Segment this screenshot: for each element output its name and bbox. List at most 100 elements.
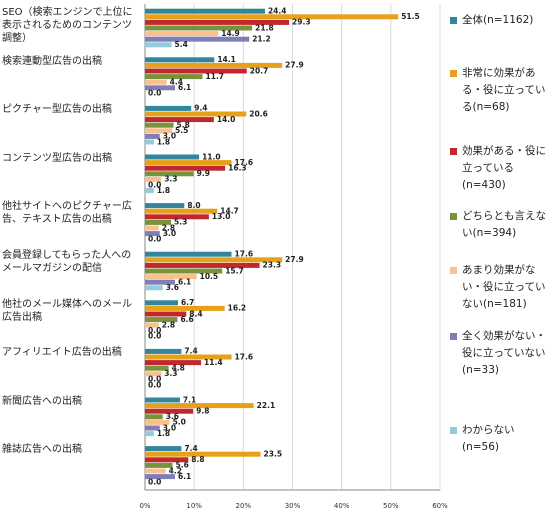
bar <box>145 419 170 425</box>
category-label: ピクチャー型広告の出稿 <box>2 104 112 116</box>
data-label: 7.1 <box>183 395 196 404</box>
bar <box>145 279 175 285</box>
bar <box>145 446 182 452</box>
bar <box>145 214 209 220</box>
x-tick-label: 50% <box>383 502 399 510</box>
data-label: 4.2 <box>169 466 182 475</box>
data-label: 2.8 <box>162 321 175 330</box>
bar <box>145 231 160 237</box>
legend-swatch <box>450 333 457 340</box>
data-label: 8.4 <box>189 309 202 318</box>
data-label: 23.5 <box>264 450 283 459</box>
data-label: 5.6 <box>176 461 189 470</box>
x-tick-label: 0% <box>139 502 150 510</box>
data-label: 20.7 <box>250 66 269 75</box>
data-label: 3.0 <box>163 132 176 141</box>
data-label: 17.6 <box>235 352 254 361</box>
data-label: 5.3 <box>174 218 187 227</box>
bar <box>145 397 180 403</box>
data-label: 1.8 <box>157 186 170 195</box>
data-label: 1.8 <box>157 137 170 146</box>
data-label: 29.3 <box>292 18 311 27</box>
bar <box>145 122 174 128</box>
data-label: 23.3 <box>263 261 282 270</box>
bar <box>145 68 247 74</box>
legend-label: 非常に効果がある・役に立っている(n=68) <box>462 67 546 113</box>
bar <box>145 188 154 194</box>
data-label: 2.8 <box>162 223 175 232</box>
data-label: 3.0 <box>163 229 176 238</box>
data-label: 6.1 <box>178 278 191 287</box>
data-label: 20.6 <box>249 109 268 118</box>
legend-swatch <box>450 267 457 274</box>
bar <box>145 171 194 177</box>
bar <box>145 451 261 457</box>
data-label: 24.4 <box>268 7 287 16</box>
data-label: 5.8 <box>177 121 190 130</box>
data-label: 4.8 <box>172 364 185 373</box>
data-label: 4.4 <box>170 78 183 87</box>
data-label: 6.6 <box>180 315 193 324</box>
data-label: 6.1 <box>178 472 191 481</box>
bar <box>145 305 225 311</box>
data-label: 7.4 <box>184 444 197 453</box>
data-label: 14.0 <box>217 115 236 124</box>
category-label: アフィリエイト広告の出稿 <box>2 347 122 359</box>
legend-swatch <box>450 70 457 77</box>
legend-label: 全く効果がない・役に立っていない(n=33) <box>462 330 546 376</box>
category-label: 新聞広告への出稿 <box>2 395 82 407</box>
bar <box>145 203 185 209</box>
data-label: 51.5 <box>401 12 420 21</box>
bar <box>145 225 159 231</box>
data-label: 0.0 <box>148 326 161 335</box>
data-label: 0.0 <box>148 89 161 98</box>
data-label: 6.1 <box>178 83 191 92</box>
bar <box>145 268 223 274</box>
category-label: 他社サイトへのピクチャー広告、テキスト広告の出稿 <box>2 201 132 226</box>
bar <box>145 19 290 25</box>
bar <box>145 468 166 474</box>
data-label: 5.0 <box>173 418 186 427</box>
data-label: 14.1 <box>217 55 236 64</box>
data-label: 8.0 <box>187 201 200 210</box>
data-label: 9.8 <box>196 407 209 416</box>
legend-label: 効果がある・役に立っている(n=430) <box>462 145 546 191</box>
bar <box>145 8 265 14</box>
x-tick-label: 10% <box>186 502 202 510</box>
bar <box>145 62 283 68</box>
bar <box>145 208 218 214</box>
bar <box>145 111 247 117</box>
bar <box>145 322 159 328</box>
bar <box>145 425 160 431</box>
bar <box>145 262 260 268</box>
data-label: 3.0 <box>163 423 176 432</box>
data-label: 11.7 <box>206 72 225 81</box>
bar <box>145 25 253 31</box>
bar <box>145 219 172 225</box>
data-label: 6.7 <box>181 298 194 307</box>
category-label: コンテンツ型広告の出稿 <box>2 152 112 164</box>
data-label: 27.9 <box>285 255 304 264</box>
bar <box>145 414 163 420</box>
bar <box>145 79 167 85</box>
data-label: 3.3 <box>164 175 177 184</box>
data-label: 0.0 <box>148 180 161 189</box>
bar <box>145 36 250 42</box>
bar <box>145 139 154 145</box>
data-label: 11.0 <box>202 152 221 161</box>
bar <box>145 160 232 166</box>
x-tick-label: 30% <box>285 502 301 510</box>
bar <box>145 133 160 139</box>
legend-label: どちらとも言えない(n=394) <box>462 210 546 239</box>
bar <box>145 105 192 111</box>
bar <box>145 257 283 263</box>
bar <box>145 474 175 480</box>
bar <box>145 371 162 377</box>
data-label: 0.0 <box>148 375 161 384</box>
category-label: SEO（検索エンジンで上位に表示されるためのコンテンツ調整） <box>2 7 133 44</box>
bar <box>145 176 162 182</box>
data-label: 22.1 <box>257 401 276 410</box>
data-label: 15.7 <box>225 266 244 275</box>
bar <box>145 431 154 437</box>
